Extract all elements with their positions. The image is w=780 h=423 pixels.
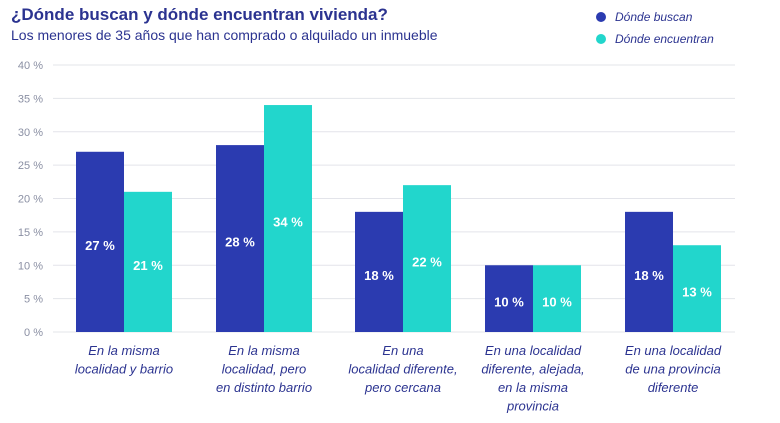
x-tick-label-line: en distinto barrio [216,380,312,395]
legend-label-buscan: Dónde buscan [615,10,693,24]
x-tick-label: En una localidad diferente, pero cercana [348,343,457,395]
bar [533,265,581,332]
x-tick-label: En la misma localidad y barrio [75,343,173,377]
legend-item-buscan: Dónde buscan [596,6,714,28]
chart-subtitle: Los menores de 35 años que han comprado … [11,27,438,43]
bar [124,191,172,332]
data-label: 18 % [634,268,664,283]
x-tick-label-line: En la misma [228,343,300,358]
y-tick-label: 30 % [18,127,43,139]
bar [264,105,312,332]
y-tick-label: 0 % [24,327,43,339]
x-tick-label-line: en la misma [498,380,568,395]
legend-swatch-encuentran [596,34,606,44]
y-tick-label: 5 % [24,294,43,306]
y-tick-label: 25 % [18,160,43,172]
x-tick-label-line: de una provincia [625,362,720,377]
x-tick-label-line: diferente [648,380,699,395]
data-label: 10 % [494,295,524,310]
y-tick-label: 15 % [18,227,43,239]
y-tick-label: 35 % [18,93,43,105]
x-tick-label-line: localidad y barrio [75,362,173,377]
data-label: 10 % [542,295,572,310]
legend-swatch-buscan [596,12,606,22]
y-tick-label: 10 % [18,260,43,272]
bar [673,245,721,332]
y-tick-label: 20 % [18,194,43,206]
bar [403,185,451,332]
legend-item-encuentran: Dónde encuentran [596,28,714,50]
bar [485,265,533,332]
x-tick-label-line: pero cercana [364,380,441,395]
x-tick-label-line: En una localidad [625,343,722,358]
data-label: 21 % [133,258,163,273]
x-tick-label-line: provincia [506,399,559,414]
x-tick-label-line: En una [382,343,423,358]
data-label: 22 % [412,255,442,270]
x-tick-label-line: diferente, alejada, [481,362,584,377]
x-tick-label-line: En una localidad [485,343,582,358]
data-label: 34 % [273,215,303,230]
data-label: 13 % [682,285,712,300]
data-label: 18 % [364,268,394,283]
legend-label-encuentran: Dónde encuentran [615,32,714,46]
bar [76,151,124,332]
bar [355,211,403,332]
data-label: 28 % [225,235,255,250]
legend: Dónde buscan Dónde encuentran [596,6,714,50]
x-tick-label: En una localidad diferente, alejada, en la… [481,343,584,414]
y-tick-label: 40 % [18,60,43,72]
x-tick-label-line: En la misma [88,343,160,358]
chart-title: ¿Dónde buscan y dónde encuentran viviend… [11,5,388,24]
x-tick-label: En una localidad de una provincia diferent… [625,343,722,395]
bar [625,211,673,332]
x-tick-label-line: localidad diferente, [348,362,457,377]
x-tick-label: En la misma localidad, pero en distinto ba… [216,343,312,395]
data-label: 27 % [85,238,115,253]
bar [216,145,264,332]
x-tick-label-line: localidad, pero [222,362,307,377]
